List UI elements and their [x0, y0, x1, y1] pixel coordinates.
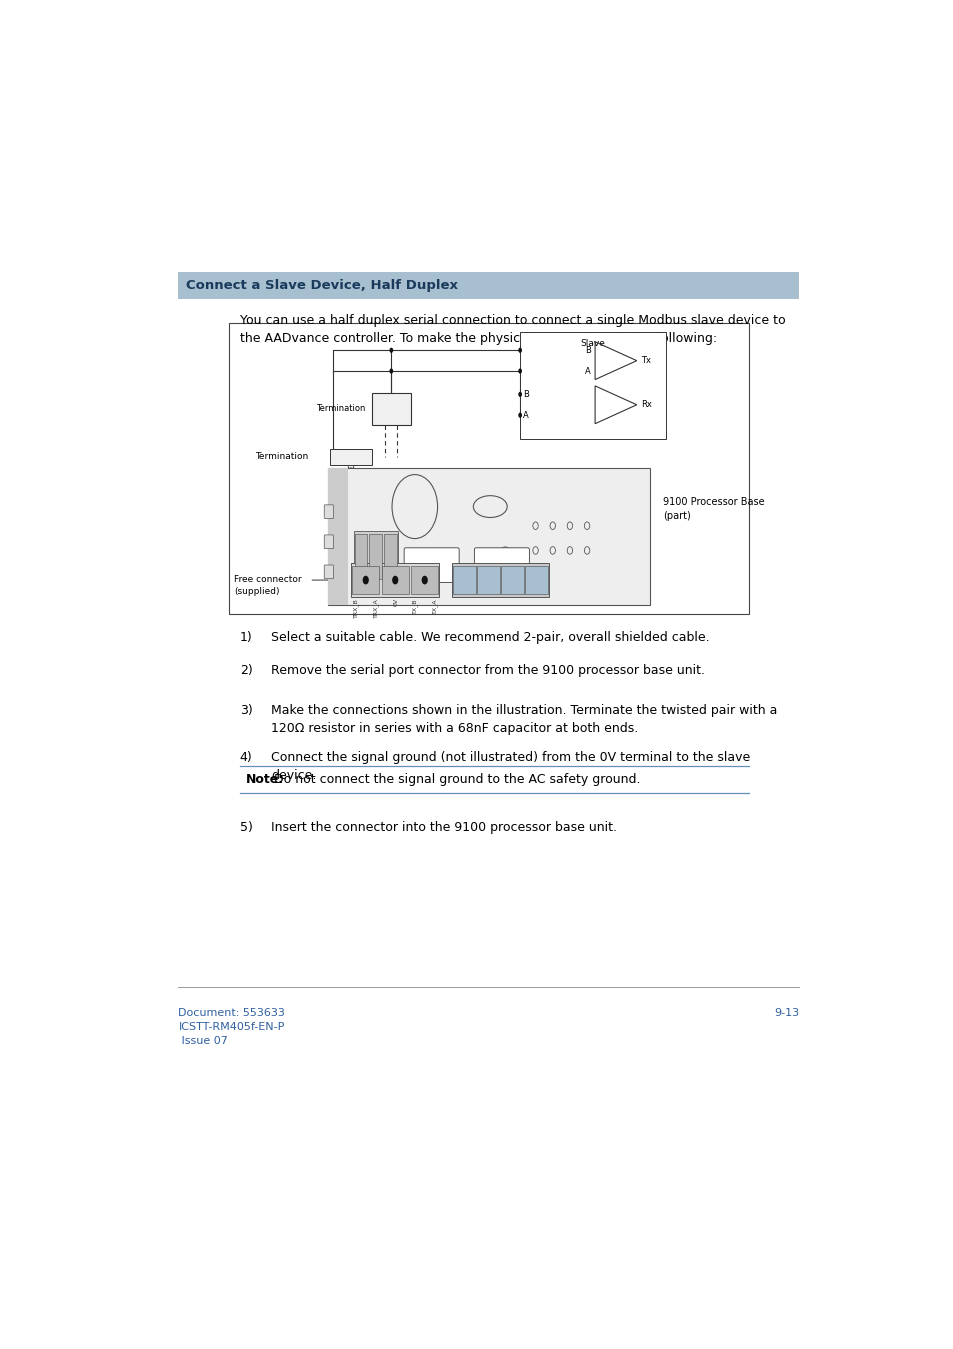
FancyBboxPatch shape	[324, 565, 334, 579]
FancyBboxPatch shape	[372, 393, 411, 425]
FancyBboxPatch shape	[229, 322, 748, 614]
Text: Rx: Rx	[640, 401, 651, 409]
Circle shape	[392, 576, 398, 584]
FancyBboxPatch shape	[384, 534, 396, 579]
FancyBboxPatch shape	[327, 468, 348, 604]
FancyBboxPatch shape	[355, 534, 367, 579]
Text: TRX_B: TRX_B	[353, 598, 358, 618]
Circle shape	[517, 348, 521, 353]
Text: Note:: Note:	[246, 773, 284, 786]
FancyBboxPatch shape	[381, 567, 409, 594]
Text: 3): 3)	[239, 704, 253, 718]
FancyBboxPatch shape	[500, 565, 523, 595]
FancyBboxPatch shape	[354, 532, 397, 581]
FancyBboxPatch shape	[525, 565, 547, 595]
Text: 2): 2)	[239, 664, 253, 677]
Text: A: A	[522, 410, 528, 420]
Text: TX_B: TX_B	[413, 598, 418, 614]
FancyBboxPatch shape	[404, 548, 458, 583]
Circle shape	[389, 348, 393, 353]
Text: Tx: Tx	[640, 356, 650, 366]
Text: Document: 553633
ICSTT-RM405f-EN-P
 Issue 07: Document: 553633 ICSTT-RM405f-EN-P Issue…	[178, 1009, 285, 1047]
Text: Slave: Slave	[580, 339, 605, 348]
Text: 9-13: 9-13	[774, 1009, 799, 1018]
Text: Do not connect the signal ground to the AC safety ground.: Do not connect the signal ground to the …	[270, 773, 639, 786]
Text: Select a suitable cable. We recommend 2-pair, overall shielded cable.: Select a suitable cable. We recommend 2-…	[271, 631, 709, 645]
FancyBboxPatch shape	[324, 505, 334, 518]
FancyBboxPatch shape	[178, 272, 799, 299]
FancyBboxPatch shape	[351, 564, 439, 596]
FancyBboxPatch shape	[452, 564, 548, 596]
Text: B: B	[584, 345, 590, 355]
FancyBboxPatch shape	[411, 567, 438, 594]
Text: Make the connections shown in the illustration. Terminate the twisted pair with : Make the connections shown in the illust…	[271, 704, 777, 735]
Circle shape	[389, 368, 393, 374]
Text: 1): 1)	[239, 631, 253, 645]
Text: Free connector
(supplied): Free connector (supplied)	[233, 575, 301, 595]
Text: TX_A: TX_A	[432, 598, 437, 614]
Text: S1-2: S1-2	[493, 561, 510, 569]
Text: Termination: Termination	[254, 452, 308, 461]
Text: 5): 5)	[239, 822, 253, 835]
Text: 9100 Processor Base
(part): 9100 Processor Base (part)	[662, 498, 764, 521]
Text: S1-1: S1-1	[423, 561, 439, 569]
FancyBboxPatch shape	[519, 332, 665, 440]
Text: 0V: 0V	[393, 598, 397, 607]
FancyBboxPatch shape	[352, 567, 379, 594]
FancyBboxPatch shape	[327, 468, 650, 604]
Text: You can use a half duplex serial connection to connect a single Modbus slave dev: You can use a half duplex serial connect…	[239, 313, 784, 344]
Circle shape	[362, 576, 369, 584]
Circle shape	[517, 413, 521, 418]
FancyBboxPatch shape	[474, 548, 529, 583]
Text: Insert the connector into the 9100 processor base unit.: Insert the connector into the 9100 proce…	[271, 822, 617, 835]
FancyBboxPatch shape	[453, 565, 475, 595]
Circle shape	[517, 368, 521, 374]
Text: TRX_A: TRX_A	[373, 598, 378, 618]
Text: B: B	[522, 390, 528, 399]
Text: 4): 4)	[239, 751, 253, 764]
Text: Connect the signal ground (not illustrated) from the 0V terminal to the slave
de: Connect the signal ground (not illustrat…	[271, 751, 749, 782]
Text: A: A	[584, 367, 590, 375]
Circle shape	[421, 576, 427, 584]
Circle shape	[517, 391, 521, 397]
Text: Connect a Slave Device, Half Duplex: Connect a Slave Device, Half Duplex	[186, 279, 457, 291]
FancyBboxPatch shape	[324, 536, 334, 549]
Text: Termination: Termination	[315, 405, 365, 413]
FancyBboxPatch shape	[330, 449, 372, 464]
Text: Remove the serial port connector from the 9100 processor base unit.: Remove the serial port connector from th…	[271, 664, 704, 677]
FancyBboxPatch shape	[369, 534, 381, 579]
FancyBboxPatch shape	[476, 565, 499, 595]
